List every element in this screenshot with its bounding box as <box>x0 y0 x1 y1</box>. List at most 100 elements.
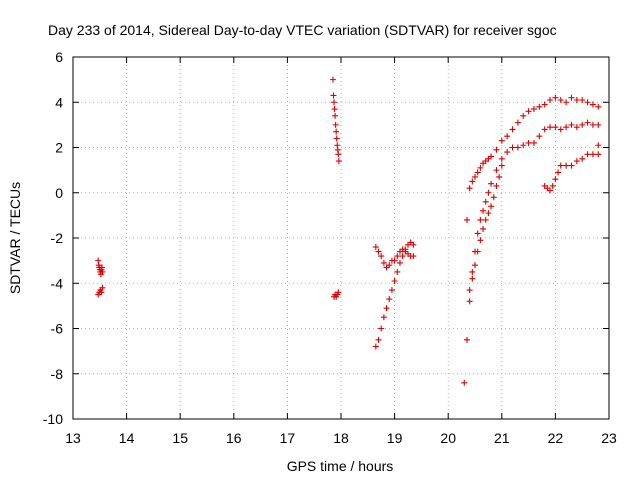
x-axis-title: GPS time / hours <box>287 458 394 474</box>
data-point <box>332 112 339 119</box>
data-point <box>514 119 521 126</box>
series-arc-17.9a <box>329 76 342 165</box>
data-point <box>391 277 398 284</box>
data-point <box>335 289 342 296</box>
series-arc-20.5 <box>466 162 505 294</box>
data-point <box>482 198 489 205</box>
y-tick-label: -8 <box>51 366 64 382</box>
data-point <box>466 287 473 294</box>
data-point <box>331 106 338 113</box>
data-point <box>530 139 537 146</box>
data-point <box>410 253 417 260</box>
data-point <box>335 158 342 165</box>
data-point <box>380 314 387 321</box>
data-point <box>557 162 564 169</box>
data-point <box>493 146 500 153</box>
y-axis-title: SDTVAR / TECUs <box>7 182 23 294</box>
data-point <box>563 124 570 131</box>
x-tick-label: 21 <box>494 430 510 446</box>
data-point <box>595 151 602 158</box>
data-point <box>568 121 575 128</box>
data-point <box>541 101 548 108</box>
data-point <box>99 284 106 291</box>
series-arc-17.9b <box>331 289 342 300</box>
data-point <box>333 135 340 142</box>
x-tick-label: 19 <box>387 430 403 446</box>
data-point <box>595 121 602 128</box>
data-point <box>410 241 417 248</box>
data-point <box>375 336 382 343</box>
x-tick-label: 23 <box>601 430 617 446</box>
data-point <box>557 96 564 103</box>
x-tick-label: 16 <box>226 430 242 446</box>
data-point <box>579 155 586 162</box>
data-point <box>547 96 554 103</box>
data-point <box>335 151 342 158</box>
x-tick-label: 13 <box>65 430 81 446</box>
data-point <box>388 287 395 294</box>
data-point <box>536 133 543 140</box>
data-point <box>579 121 586 128</box>
data-point <box>380 259 387 266</box>
data-point <box>472 262 478 269</box>
data-point <box>498 137 505 144</box>
data-point <box>480 207 487 214</box>
data-point <box>509 144 516 151</box>
data-point <box>394 268 401 275</box>
y-tick-label: -6 <box>51 321 64 337</box>
data-point <box>547 124 554 131</box>
data-point <box>477 164 484 171</box>
data-point <box>563 162 570 169</box>
grid-lines <box>73 57 609 419</box>
data-point <box>568 94 575 101</box>
data-point <box>482 216 489 223</box>
data-point <box>383 305 390 312</box>
data-point <box>504 149 511 156</box>
data-point <box>488 180 495 187</box>
y-tick-label: 0 <box>55 185 63 201</box>
y-tick-label: 6 <box>55 49 63 65</box>
data-point <box>509 126 516 133</box>
x-tick-label: 22 <box>548 430 564 446</box>
data-point <box>474 169 481 176</box>
data-point <box>589 151 596 158</box>
data-point <box>498 155 505 162</box>
x-tick-label: 15 <box>172 430 188 446</box>
data-point <box>595 103 602 110</box>
data-point <box>552 94 559 101</box>
data-point <box>480 225 487 232</box>
data-point <box>568 162 575 169</box>
data-point <box>402 246 409 253</box>
data-point <box>563 99 570 106</box>
data-point <box>485 189 492 196</box>
data-point <box>498 162 505 169</box>
data-point <box>525 139 532 146</box>
data-point <box>555 169 562 176</box>
data-point <box>386 262 393 269</box>
data-point <box>496 173 503 180</box>
data-point <box>386 296 393 303</box>
series-arc-20.4a <box>461 119 602 386</box>
x-tick-labels: 13 14 15 16 17 18 19 20 21 22 23 <box>65 430 617 446</box>
chart-title: Day 233 of 2014, Sidereal Day-to-day VTE… <box>48 22 557 38</box>
y-tick-label: -4 <box>51 275 64 291</box>
data-point <box>584 99 591 106</box>
data-point <box>493 182 500 189</box>
data-point <box>477 237 484 244</box>
series-arc-13.5b <box>95 284 106 298</box>
data-point <box>589 121 596 128</box>
x-tick-label: 20 <box>440 430 456 446</box>
data-point <box>541 126 548 133</box>
axis-ticks <box>72 56 610 420</box>
data-point <box>372 244 379 251</box>
data-point <box>595 142 602 149</box>
data-point <box>463 216 470 223</box>
data-point <box>504 133 511 140</box>
data-point <box>391 257 398 264</box>
data-point <box>99 268 106 275</box>
y-tick-label: -10 <box>43 411 63 427</box>
data-point <box>474 230 481 237</box>
data-point <box>98 289 105 296</box>
data-point <box>372 343 379 350</box>
